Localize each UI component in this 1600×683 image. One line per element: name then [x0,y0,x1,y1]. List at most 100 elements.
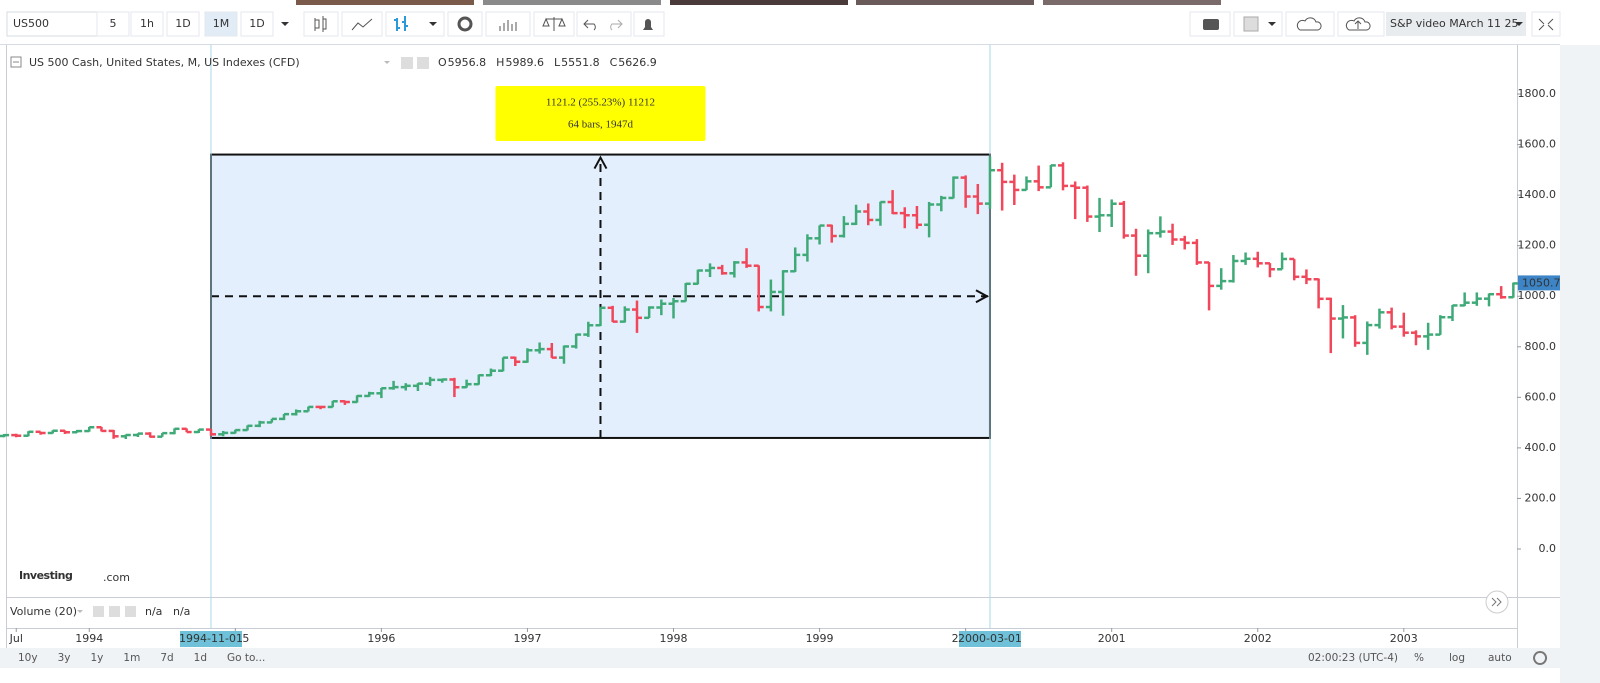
compare-icon [542,17,566,31]
cursor-date-box [958,631,1021,647]
symbol-input[interactable] [6,11,98,37]
x-tick-label: 1996 [367,632,395,645]
fullscreen-icon [1538,18,1554,31]
settings-button[interactable] [447,11,483,37]
volume-value: n/a [173,605,190,618]
y-tick-label: 200.0 [1525,491,1557,504]
redo-icon [610,19,623,31]
layout-name-box[interactable] [1386,12,1526,36]
last-price: 1050.7 [1522,276,1561,289]
range-button[interactable]: 10y [18,652,38,664]
cloud-up-icon [1345,17,1371,31]
range-button[interactable]: 1d [194,652,207,664]
range-button[interactable]: 7d [160,652,173,664]
scroll-right-icon [1491,597,1502,607]
interval-label: 5 [110,17,117,30]
range-button[interactable]: 1m [123,652,140,664]
settings-icon[interactable] [417,57,429,69]
arrow-head [975,289,990,304]
x-tick-label: 1999 [806,632,834,645]
ohlc-value: 5956.8 [448,56,487,69]
clock: 02:00:23 (UTC-4) [1308,652,1398,664]
bars-button[interactable] [385,11,445,37]
y-tick-label: 600.0 [1525,390,1557,403]
y-tick-label: 1600.0 [1518,138,1557,151]
indicators-icon [499,20,517,31]
toolbar-icons [303,11,1561,37]
thumbnail [670,0,848,5]
x-tick-label: 2003 [1390,632,1418,645]
undo-icon [583,19,596,31]
interval-button[interactable] [240,11,274,37]
range-button[interactable]: 3y [58,652,71,664]
ohlc-value: 5989.6 [505,56,544,69]
scale-option[interactable]: log [1449,652,1465,664]
x-tick-label: 1997 [513,632,541,645]
load-button[interactable] [1285,11,1335,37]
x-tick-label: 1994 [75,632,103,645]
y-tick-label: 1800.0 [1518,87,1557,100]
camera-icon [1203,19,1219,30]
range-button[interactable]: Go to... [227,652,265,664]
measure-label: 1121.2 (255.23%) 11212 [546,97,655,109]
thumbnail [296,0,474,5]
interval-button[interactable] [204,11,238,37]
visibility-icon[interactable] [93,606,104,617]
interval-button[interactable] [130,11,164,37]
settings-icon[interactable] [1533,651,1548,665]
cursor-date: 1994-11-01 [179,632,243,645]
volume-value: n/a [145,605,162,618]
alert-icon [643,19,653,30]
dropdown-arrow [384,61,390,64]
bottom-bar-bg [0,648,1560,668]
visibility-icon[interactable] [401,57,413,69]
y-tick-label: 1200.0 [1518,239,1557,252]
scroll-right-button[interactable] [1485,590,1509,614]
plot: 1121.2 (255.23%) 11212 64 bars, 1947d [0,45,1519,628]
interval-button[interactable] [96,11,130,37]
interval-label: 1D [175,17,190,30]
line-icon [351,18,373,31]
logo-suffix: .com [103,571,130,584]
interval-label: 1D [249,17,264,30]
layout-icon [1243,16,1259,32]
bars-icon [394,16,408,31]
dropdown-arrow [1515,22,1523,26]
dropdown-arrow [1268,22,1276,26]
logo-brand: Investing [19,569,72,582]
y-tick-label: 1400.0 [1518,188,1557,201]
thumbnail [483,0,661,5]
ohlc-value: 5551.8 [561,56,600,69]
layout-name: S&P video MArch 11 25 [1390,17,1519,30]
symbol: US500 [13,17,49,30]
y-tick-label: 1000.0 [1518,289,1557,302]
volume-title: Volume (20) [10,605,77,618]
ohlc-key: C [610,56,618,69]
x-tick-label: 2001 [1098,632,1126,645]
side-strip [1560,45,1600,683]
x-tick-label: Jul [9,632,23,645]
chart-style-button[interactable] [303,11,339,37]
gear-icon [457,16,473,32]
collapse-button[interactable] [10,56,22,68]
ohlc-key: L [554,56,561,69]
settings-icon[interactable] [109,606,120,617]
line-button[interactable] [341,11,383,37]
candles-icon [314,16,327,32]
y-tick-label: 400.0 [1525,441,1557,454]
close-icon[interactable] [125,606,136,617]
interval-label: 1h [140,17,154,30]
cursor-date: 2000-03-01 [958,632,1022,645]
range-button[interactable]: 1y [90,652,103,664]
x-tick-label: 2002 [1244,632,1272,645]
fullscreen-button[interactable] [1531,11,1561,37]
cursor-date-box [179,631,242,647]
scale-option[interactable]: % [1414,652,1424,664]
instrument-title: US 500 Cash, United States, M, US Indexe… [29,56,300,69]
scale-option[interactable]: auto [1488,652,1512,664]
interval-button[interactable] [166,11,200,37]
ohlc-value: 5626.9 [618,56,657,69]
legend-header: US 500 Cash, United States, M, US Indexe… [10,56,657,69]
x-tick-label: 1998 [660,632,688,645]
